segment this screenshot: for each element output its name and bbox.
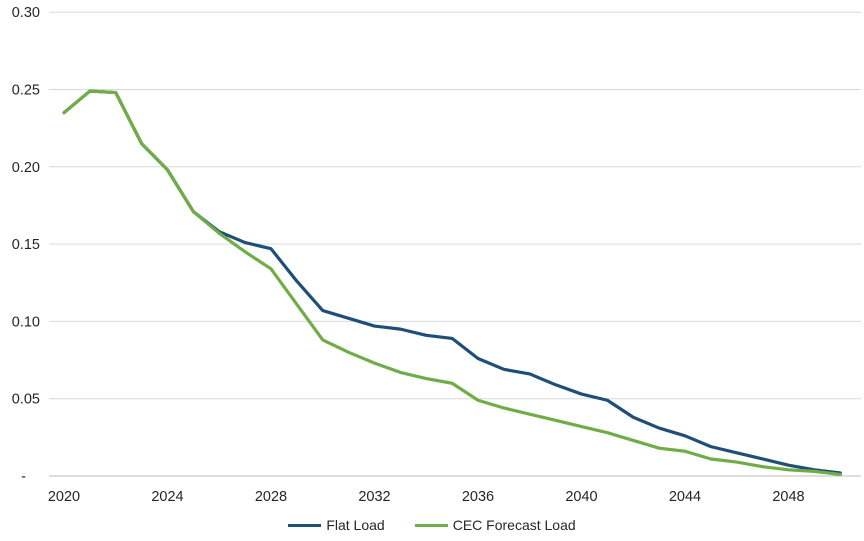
x-axis-label: 2020: [48, 489, 80, 505]
legend: Flat Load CEC Forecast Load: [0, 514, 864, 536]
x-axis-label: 2048: [772, 489, 804, 505]
x-axis-label: 2044: [669, 489, 701, 505]
cec-forecast-load-line: [62, 89, 842, 477]
y-axis-label: -: [21, 469, 26, 485]
legend-label-cec-forecast-load: CEC Forecast Load: [452, 517, 576, 533]
cec-forecast-load-line-swatch: [414, 523, 448, 527]
y-axis-label: 0.30: [12, 5, 40, 21]
legend-item-flat-load: Flat Load: [288, 517, 385, 533]
x-axis-label: 2036: [462, 489, 494, 505]
y-axis-label: 0.20: [12, 160, 40, 176]
x-axis-label: 2040: [565, 489, 597, 505]
flat-load-line: [62, 89, 842, 475]
legend-label-flat-load: Flat Load: [326, 517, 385, 533]
legend-item-cec-forecast-load: CEC Forecast Load: [414, 517, 576, 533]
x-axis-label: 2032: [358, 489, 390, 505]
x-axis-label: 2028: [255, 489, 287, 505]
x-axis-label: 2024: [151, 489, 183, 505]
y-axis-label: 0.15: [12, 237, 40, 253]
y-axis-label: 0.25: [12, 83, 40, 99]
y-axis-label: 0.10: [12, 314, 40, 330]
y-axis-label: 0.05: [12, 392, 40, 408]
flat-load-line-swatch: [288, 523, 322, 527]
